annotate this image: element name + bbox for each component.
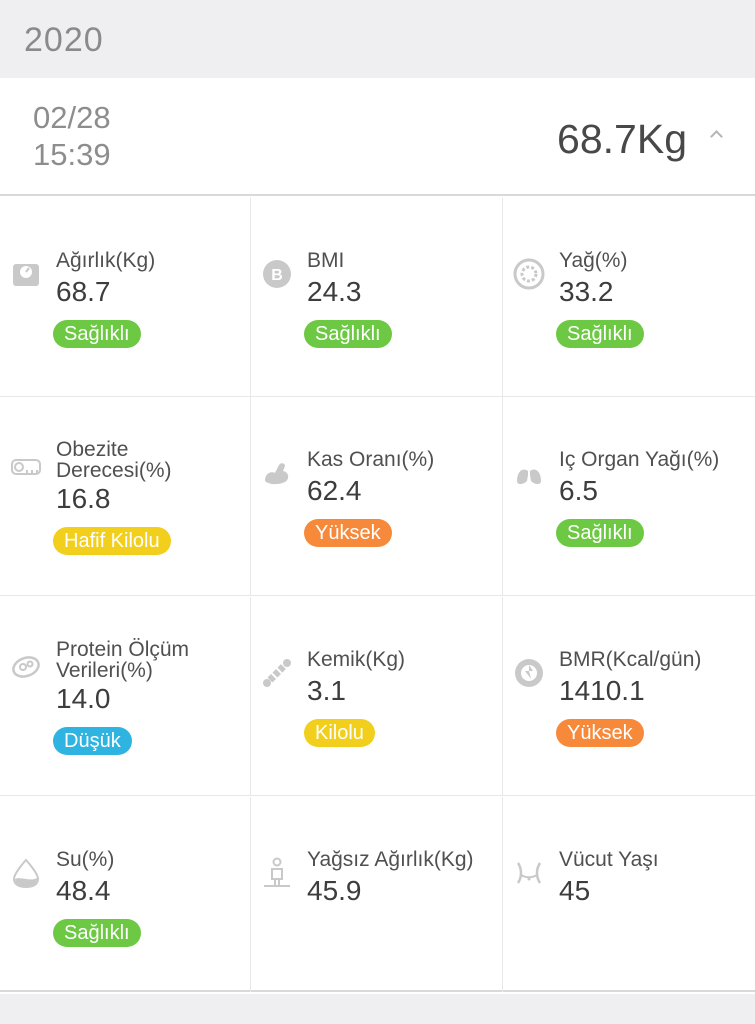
status-badge: Yüksek	[304, 519, 392, 547]
metric-label: Kas Oranı(%)	[307, 448, 435, 471]
lean-body-icon	[261, 857, 293, 889]
metric-value: 45	[559, 875, 591, 906]
fat-icon	[513, 258, 545, 290]
metric-value: 6.5	[559, 475, 598, 506]
status-badge: Sağlıklı	[556, 320, 644, 348]
metric-label: Obezite Derecesi(%)	[56, 438, 172, 482]
metric-label: Su(%)	[56, 848, 115, 871]
water-drop-icon	[10, 857, 42, 889]
year-label: 2020	[24, 21, 104, 59]
metric-label: Vücut Yaşı	[559, 848, 659, 871]
muscle-icon	[261, 457, 293, 489]
entry-weight: 68.7Kg	[557, 116, 687, 162]
entry-date: 02/28	[33, 100, 111, 135]
svg-text:B: B	[271, 267, 283, 284]
metric-cell[interactable]: Su(%) 48.4 Sağlıklı	[0, 797, 251, 992]
metric-value: 3.1	[307, 675, 346, 706]
metric-label: Yağ(%)	[559, 249, 628, 272]
lungs-icon	[513, 457, 545, 489]
metric-label: Kemik(Kg)	[307, 648, 406, 671]
metric-value: 33.2	[559, 276, 614, 307]
metric-label: Ağırlık(Kg)	[56, 249, 156, 272]
metric-label: BMI	[307, 249, 345, 272]
metric-label: Iç Organ Yağı(%)	[559, 448, 720, 471]
metric-value: 62.4	[307, 475, 362, 506]
measurement-entry-header[interactable]	[0, 78, 755, 196]
protein-icon	[10, 651, 42, 683]
body-age-icon	[513, 857, 545, 889]
status-badge: Sağlıklı	[53, 919, 141, 947]
status-badge: Hafif Kilolu	[53, 527, 171, 555]
bmr-icon	[513, 657, 545, 689]
entry-time: 15:39	[33, 137, 111, 172]
metric-cell[interactable]: Vücut Yaşı 45	[503, 797, 755, 992]
metric-cell[interactable]: Yağsız Ağırlık(Kg) 45.9	[251, 797, 503, 992]
metric-label: Yağsız Ağırlık(Kg)	[307, 848, 474, 871]
metric-cell[interactable]: Ağırlık(Kg) 68.7 Sağlıklı	[0, 198, 251, 397]
status-badge: Sağlıklı	[304, 320, 392, 348]
metric-value: 24.3	[307, 276, 362, 307]
status-badge: Yüksek	[556, 719, 644, 747]
metric-cell[interactable]: Iç Organ Yağı(%) 6.5 Sağlıklı	[503, 397, 755, 596]
bmi-icon: B	[261, 258, 293, 290]
metric-label: BMR(Kcal/gün)	[559, 648, 702, 671]
metric-cell[interactable]: B BMI 24.3 Sağlıklı	[251, 198, 503, 397]
metric-value: 1410.1	[559, 675, 645, 706]
metric-cell[interactable]: Yağ(%) 33.2 Sağlıklı	[503, 198, 755, 397]
metric-cell[interactable]: Obezite Derecesi(%) 16.8 Hafif Kilolu	[0, 397, 251, 596]
metric-cell[interactable]: Kas Oranı(%) 62.4 Yüksek	[251, 397, 503, 596]
status-badge: Düşük	[53, 727, 132, 755]
scale-icon	[10, 258, 42, 290]
metric-value: 14.0	[56, 683, 111, 714]
status-badge: Sağlıklı	[556, 519, 644, 547]
year-header: 2020	[0, 0, 755, 78]
metric-cell[interactable]: Protein Ölçüm Verileri(%) 14.0 Düşük	[0, 597, 251, 796]
metric-cell[interactable]: Kemik(Kg) 3.1 Kilolu	[251, 597, 503, 796]
metric-value: 48.4	[56, 875, 111, 906]
next-entry-bar	[0, 994, 755, 1024]
status-badge: Kilolu	[304, 719, 375, 747]
metric-cell[interactable]: BMR(Kcal/gün) 1410.1 Yüksek	[503, 597, 755, 796]
metric-value: 16.8	[56, 483, 111, 514]
tape-measure-icon	[10, 451, 42, 483]
metrics-grid: Ağırlık(Kg) 68.7 Sağlıklı B BMI 24.3 Sağlıklı Y…	[0, 198, 755, 992]
bone-icon	[261, 657, 293, 689]
status-badge: Sağlıklı	[53, 320, 141, 348]
metric-label: Protein Ölçüm Verileri(%)	[56, 638, 190, 682]
metric-value: 45.9	[307, 875, 362, 906]
metric-value: 68.7	[56, 276, 111, 307]
